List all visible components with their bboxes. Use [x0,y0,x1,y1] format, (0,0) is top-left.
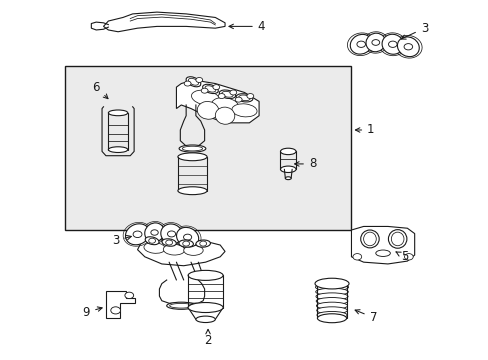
Ellipse shape [166,302,196,309]
Ellipse shape [315,288,347,296]
Ellipse shape [381,34,403,54]
Circle shape [183,234,191,240]
Ellipse shape [188,78,198,85]
Circle shape [229,90,236,95]
Ellipse shape [196,316,215,323]
Ellipse shape [387,230,406,248]
Ellipse shape [390,232,403,246]
Circle shape [404,253,412,260]
Ellipse shape [178,153,206,161]
Ellipse shape [375,250,389,256]
Circle shape [201,88,207,93]
Polygon shape [351,226,414,264]
Ellipse shape [366,33,385,52]
Ellipse shape [161,224,182,244]
Ellipse shape [316,302,347,309]
Ellipse shape [204,86,215,92]
Ellipse shape [108,110,127,116]
Ellipse shape [143,242,165,253]
Circle shape [371,40,379,45]
Circle shape [111,307,120,314]
Text: 3: 3 [112,234,131,247]
Circle shape [184,81,191,86]
Circle shape [165,240,172,245]
Ellipse shape [236,94,252,102]
Ellipse shape [186,77,201,87]
Ellipse shape [280,148,295,155]
Ellipse shape [363,232,375,246]
Ellipse shape [219,90,235,99]
Circle shape [246,94,253,99]
Ellipse shape [183,246,203,255]
Circle shape [352,253,361,260]
Polygon shape [103,12,224,32]
Circle shape [196,77,202,82]
Text: 4: 4 [228,20,264,33]
Bar [64,66,351,230]
Ellipse shape [202,84,218,94]
Circle shape [403,44,412,50]
Ellipse shape [145,237,159,245]
Ellipse shape [179,145,205,152]
Ellipse shape [360,230,378,248]
Ellipse shape [231,104,257,117]
Circle shape [150,230,158,235]
Ellipse shape [197,102,218,119]
Circle shape [388,41,396,48]
Text: 5: 5 [395,250,408,263]
Ellipse shape [108,147,127,153]
Circle shape [200,241,206,246]
Circle shape [218,94,224,99]
Ellipse shape [315,284,348,291]
Ellipse shape [179,240,193,247]
Circle shape [183,241,189,246]
Circle shape [212,85,219,90]
Circle shape [133,231,142,238]
Text: 9: 9 [82,306,102,319]
Ellipse shape [316,311,346,319]
Text: 1: 1 [355,123,374,136]
Circle shape [167,231,175,237]
Ellipse shape [125,224,149,245]
Ellipse shape [211,98,238,112]
Ellipse shape [144,223,164,242]
Ellipse shape [222,91,233,97]
Ellipse shape [163,244,184,255]
Ellipse shape [176,228,198,247]
Text: 8: 8 [294,157,316,170]
Text: 7: 7 [354,310,376,324]
Ellipse shape [162,239,176,246]
Ellipse shape [188,270,223,280]
Ellipse shape [191,90,219,105]
Ellipse shape [188,302,223,312]
Ellipse shape [238,95,250,101]
Ellipse shape [285,177,290,180]
Ellipse shape [196,240,210,247]
Ellipse shape [315,293,347,300]
Circle shape [124,292,133,298]
Ellipse shape [316,307,346,314]
Circle shape [356,41,365,48]
Ellipse shape [314,278,348,289]
Ellipse shape [169,303,193,308]
Ellipse shape [280,166,295,172]
Ellipse shape [316,297,347,305]
Ellipse shape [178,187,206,195]
Ellipse shape [215,107,234,124]
Ellipse shape [397,37,418,57]
Ellipse shape [317,314,346,323]
Text: 2: 2 [204,329,211,347]
Circle shape [235,97,242,102]
Polygon shape [176,80,259,123]
Circle shape [148,238,155,243]
Text: 3: 3 [401,22,427,39]
Ellipse shape [182,146,202,151]
Text: 6: 6 [92,81,108,99]
Ellipse shape [349,35,371,54]
Polygon shape [106,291,135,318]
Polygon shape [137,239,224,266]
